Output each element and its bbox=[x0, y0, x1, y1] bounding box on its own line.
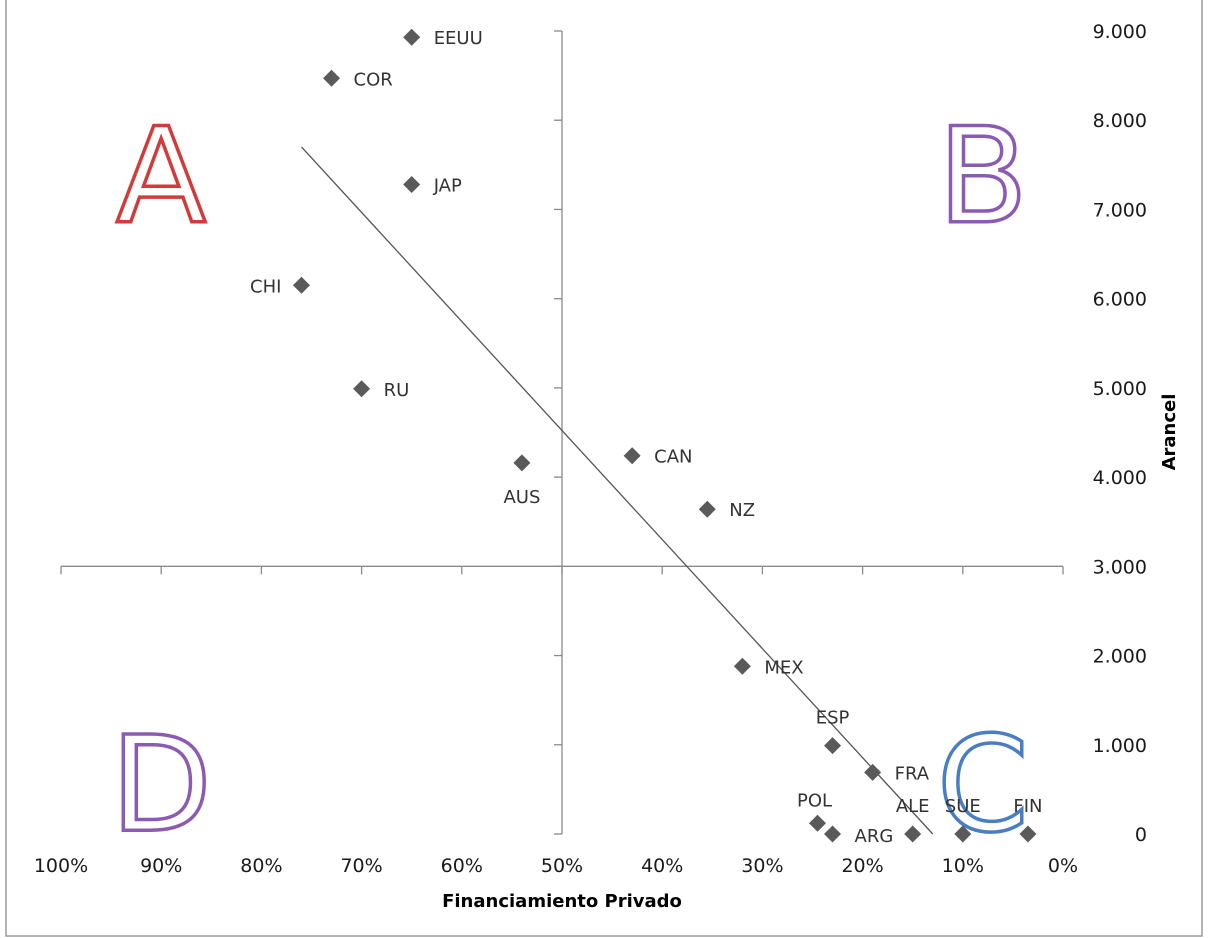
quadrant-label-b: B bbox=[938, 100, 1029, 254]
x-tick-label: 80% bbox=[240, 855, 282, 877]
data-point-ale bbox=[904, 825, 922, 843]
y-tick-label: 1.000 bbox=[1093, 735, 1147, 757]
data-point-nz bbox=[698, 500, 716, 518]
point-label-sue: SUE bbox=[945, 796, 981, 817]
point-label-fin: FIN bbox=[1013, 796, 1042, 817]
x-tick-label: 30% bbox=[741, 855, 783, 877]
x-tick-label: 10% bbox=[942, 855, 984, 877]
data-point-arg bbox=[824, 825, 842, 843]
quadrant-label-c: C bbox=[937, 708, 1029, 862]
trendline bbox=[301, 146, 934, 835]
point-label-pol: POL bbox=[797, 790, 832, 811]
data-point-jap bbox=[403, 175, 421, 193]
y-tick-label: 5.000 bbox=[1093, 378, 1147, 400]
data-point-ru bbox=[353, 380, 371, 398]
data-point-esp bbox=[824, 737, 842, 755]
data-point-fra bbox=[864, 763, 882, 781]
y-tick-label: 9.000 bbox=[1093, 21, 1147, 43]
y-tick-label: 0 bbox=[1135, 824, 1147, 846]
point-label-mex: MEX bbox=[764, 657, 803, 678]
data-point-mex bbox=[733, 657, 751, 675]
point-label-ale: ALE bbox=[896, 796, 930, 817]
point-label-nz: NZ bbox=[729, 500, 755, 521]
point-label-chi: CHI bbox=[250, 276, 281, 297]
point-label-ru: RU bbox=[384, 380, 410, 401]
x-tick-label: 0% bbox=[1048, 855, 1078, 877]
point-label-eeuu: EEUU bbox=[434, 28, 483, 49]
quadrant-label-d: D bbox=[110, 708, 212, 862]
data-point-chi bbox=[292, 276, 310, 294]
x-tick-label: 40% bbox=[641, 855, 683, 877]
point-label-aus: AUS bbox=[503, 487, 540, 508]
point-label-arg: ARG bbox=[855, 826, 894, 847]
y-tick-label: 8.000 bbox=[1093, 110, 1147, 132]
data-point-sue bbox=[954, 825, 972, 843]
point-label-esp: ESP bbox=[816, 708, 850, 729]
x-tick-label: 60% bbox=[441, 855, 483, 877]
point-label-fra: FRA bbox=[895, 763, 930, 784]
data-point-fin bbox=[1019, 825, 1037, 843]
data-point-can bbox=[623, 447, 641, 465]
y-tick-label: 4.000 bbox=[1093, 467, 1147, 489]
quadrant-label-a: A bbox=[116, 100, 206, 254]
data-point-cor bbox=[323, 69, 341, 87]
chart-frame bbox=[5, 0, 1203, 937]
y-tick-label: 2.000 bbox=[1093, 646, 1147, 668]
y-tick-label: 6.000 bbox=[1093, 289, 1147, 311]
x-axis-title: Financiamiento Privado bbox=[442, 891, 682, 912]
y-axis-title: Arancel bbox=[1159, 394, 1180, 471]
x-tick-label: 90% bbox=[140, 855, 182, 877]
x-tick-label: 70% bbox=[340, 855, 382, 877]
y-tick-label: 3.000 bbox=[1093, 556, 1147, 578]
x-tick-label: 20% bbox=[841, 855, 883, 877]
x-tick-label: 50% bbox=[541, 855, 583, 877]
data-point-aus bbox=[513, 454, 531, 472]
point-label-cor: COR bbox=[354, 69, 393, 90]
point-label-can: CAN bbox=[654, 447, 692, 468]
point-label-jap: JAP bbox=[433, 175, 462, 196]
x-tick-label: 100% bbox=[34, 855, 88, 877]
data-point-eeuu bbox=[403, 28, 421, 46]
data-point-pol bbox=[809, 814, 827, 832]
y-tick-label: 7.000 bbox=[1093, 199, 1147, 221]
